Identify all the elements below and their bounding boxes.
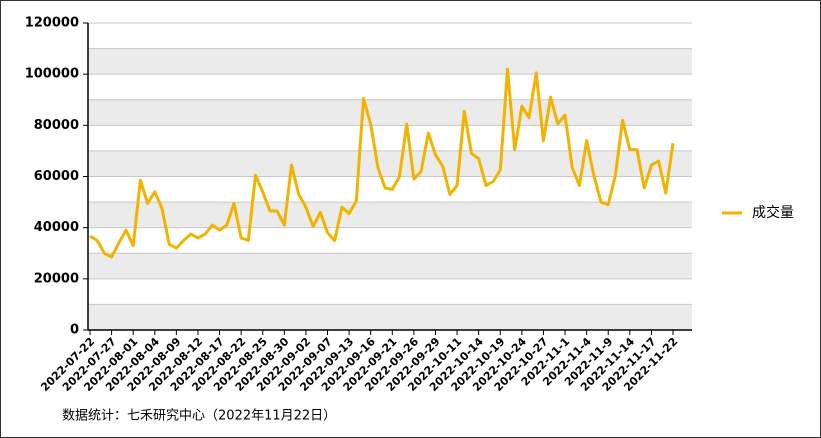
source-note: 数据统计：七禾研究中心（2022年11月22日） <box>62 409 336 424</box>
grid-band <box>88 304 692 330</box>
grid-band <box>88 99 692 126</box>
grid-band <box>88 202 692 228</box>
y-tick-label: 60000 <box>34 169 79 184</box>
y-tick-label: 20000 <box>34 271 79 286</box>
y-tick-label: 100000 <box>25 67 79 82</box>
grid-band <box>88 150 692 177</box>
y-tick-label: 40000 <box>34 220 79 235</box>
grid-band <box>88 48 692 75</box>
legend-label: 成交量 <box>752 204 794 221</box>
y-tick-label: 0 <box>70 323 79 338</box>
y-tick-label: 120000 <box>25 16 79 31</box>
y-tick-label: 80000 <box>34 118 79 133</box>
line-series <box>89 67 675 259</box>
grid-band <box>88 253 692 279</box>
plot-area: 0200004000060000800001000001200002022-07… <box>25 16 794 395</box>
